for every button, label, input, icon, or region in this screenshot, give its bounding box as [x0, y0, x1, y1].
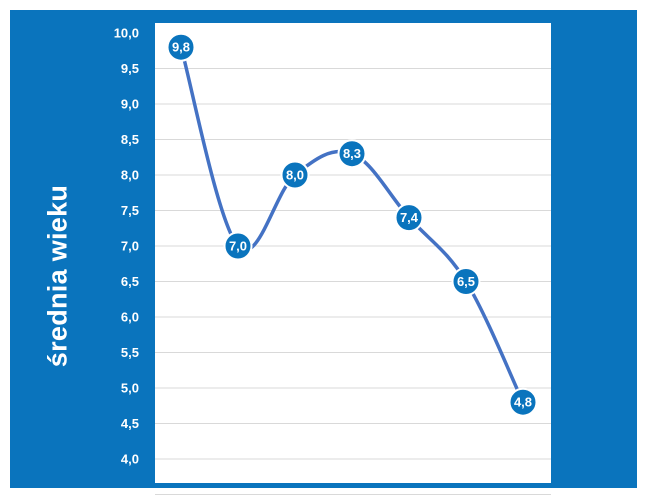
data-points: 9,8 7,0 8,0 8,3 7,4 6,5 4,8: [166, 32, 538, 417]
y-tick-label: 6,5: [121, 274, 139, 289]
data-label: 8,3: [343, 146, 361, 161]
data-point: [223, 231, 253, 261]
data-point: [451, 267, 481, 296]
y-tick-label: 5,0: [121, 381, 139, 396]
data-point: [166, 32, 196, 62]
y-tick-label: 7,0: [121, 239, 139, 254]
y-tick-label: 6,0: [121, 310, 139, 325]
data-label: 8,0: [286, 168, 304, 183]
y-tick-label: 9,5: [121, 61, 139, 76]
data-label: 7,0: [229, 239, 247, 254]
plot-area: [155, 23, 551, 483]
y-tick-label: 8,5: [121, 132, 139, 147]
y-tick-label: 4,5: [121, 416, 139, 431]
y-tick-label: 4,0: [121, 452, 139, 467]
y-tick-label: 7,5: [121, 203, 139, 218]
y-tick-label: 3,5: [121, 487, 139, 500]
y-axis-ticks: 10,0 9,5 9,0 8,5 8,0 7,5 7,0 6,5 6,0 5,5 5,0 4,5 4,0…: [114, 26, 139, 500]
data-label: 9,8: [172, 40, 190, 55]
y-tick-label: 10,0: [114, 26, 139, 41]
gridlines: [155, 68, 551, 495]
data-label: 7,4: [400, 210, 419, 225]
data-label: 4,8: [514, 395, 532, 410]
y-tick-label: 8,0: [121, 168, 139, 183]
data-point: [394, 203, 424, 233]
y-tick-label: 5,5: [121, 345, 139, 360]
series-line: [179, 45, 525, 404]
y-tick-label: 9,0: [121, 97, 139, 112]
data-point: [508, 387, 538, 417]
data-point: [337, 139, 367, 169]
data-label: 6,5: [457, 274, 475, 289]
data-point: [280, 160, 310, 190]
